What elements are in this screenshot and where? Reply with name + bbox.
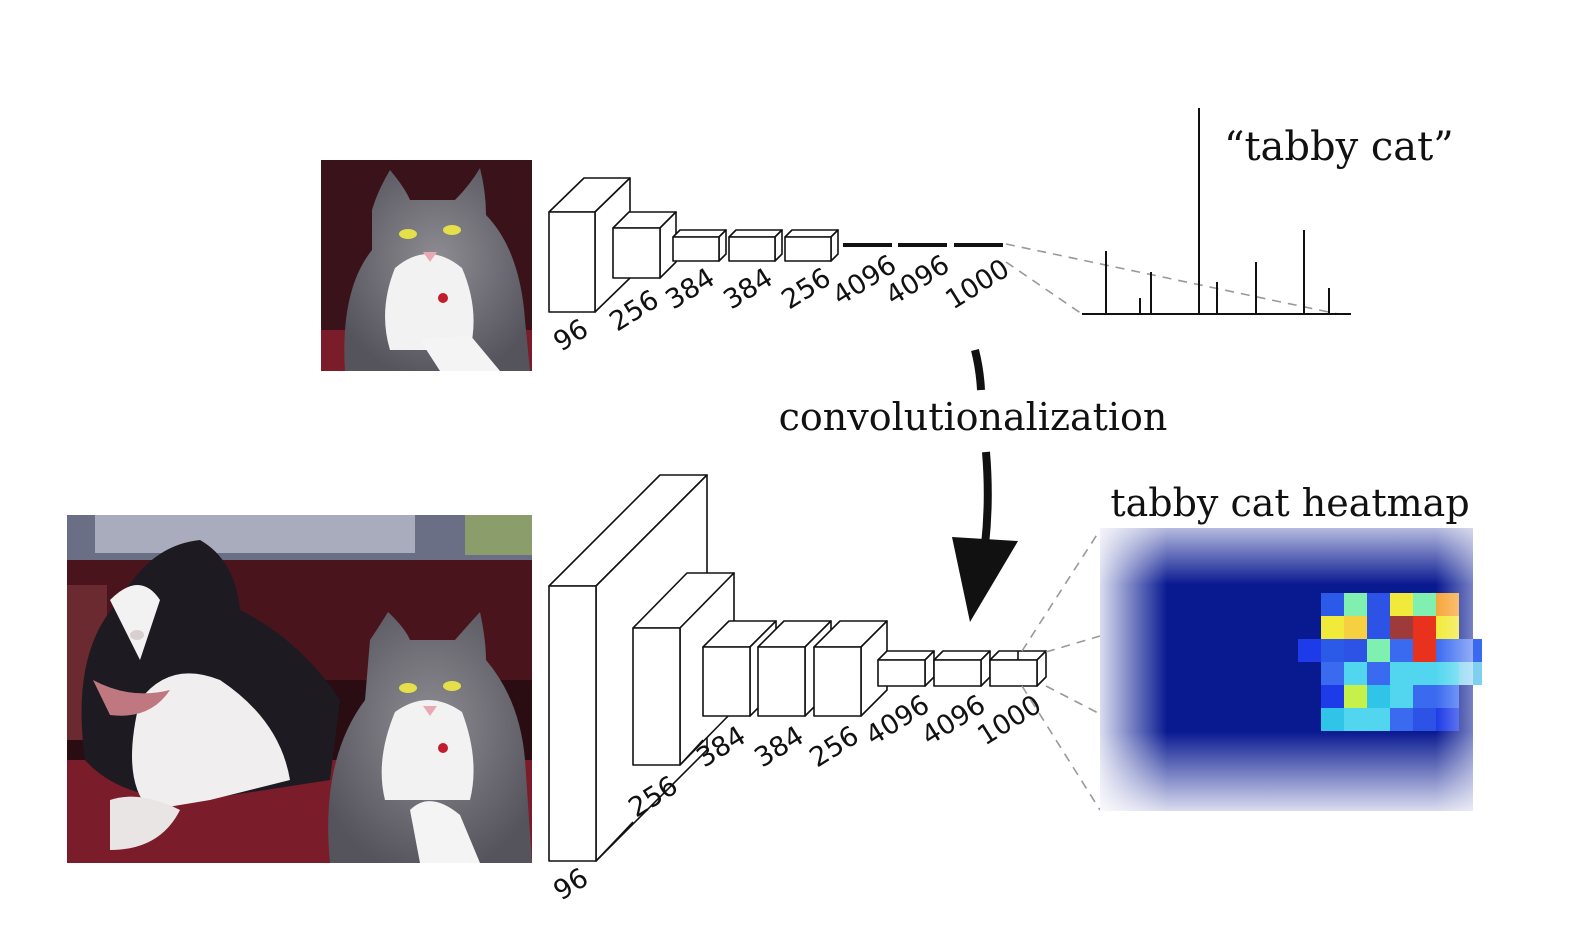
bottom-input-image [67,515,532,863]
heatmap-title: tabby cat heatmap [1110,481,1469,525]
layer-label: 96 [548,862,594,906]
layer-block [784,229,839,262]
layer-block [548,177,631,313]
layer-label: 256 [804,720,864,774]
layer-block [813,620,888,717]
tabby-cat-heatmap [1100,528,1482,811]
convolutionalization-arrow [952,349,1018,622]
layer-label: 4096 [880,249,955,312]
layer-connector [595,821,634,862]
layer-label: 1000 [940,253,1015,316]
layer-label: 1000 [972,689,1047,752]
layer-block [672,229,727,262]
layer-label: 256 [776,262,836,316]
class-score-histogram: “tabby cat” [1082,108,1454,315]
top-input-image [321,160,532,371]
layer-label: 96 [548,313,594,357]
layer-block [989,650,1047,687]
layer-label: 384 [749,720,809,774]
bottom-network: 96 256 384 384 256 4096 4096 1000 [548,474,1047,907]
bottom-connector-lines [1021,529,1101,811]
layer-block [728,229,783,262]
layer-block [933,650,991,687]
transform-label: convolutionalization [779,395,1168,439]
top-connector-lines [1005,243,1339,315]
layer-block [612,211,677,279]
top-network: 96 256 384 384 256 4096 4096 1000 [548,177,1015,358]
top-output-label: “tabby cat” [1224,124,1454,170]
layer-connector [679,739,704,766]
layer-label: 384 [660,262,720,316]
layer-block [877,650,935,687]
layer-label: 384 [718,262,778,316]
